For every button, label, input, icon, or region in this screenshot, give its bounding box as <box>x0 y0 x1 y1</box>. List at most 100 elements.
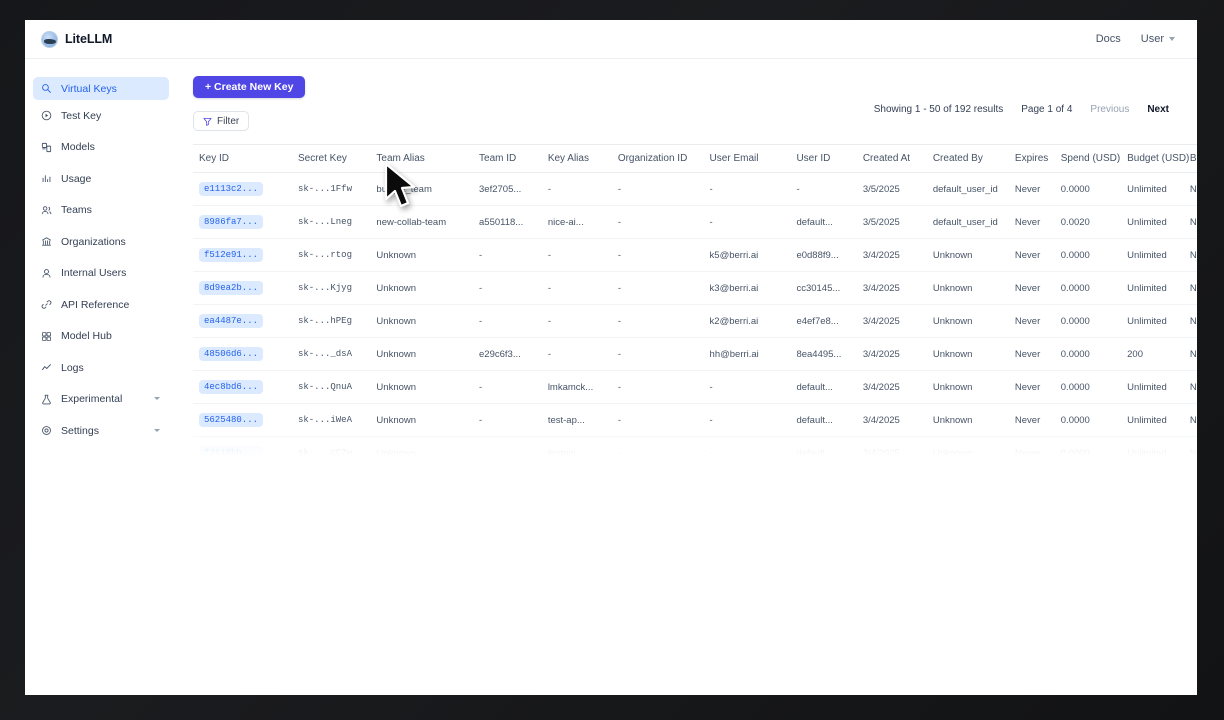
filter-button[interactable]: Filter <box>193 111 250 131</box>
column-header-secret-key[interactable]: Secret Key <box>291 145 371 173</box>
sidebar-item-experimental[interactable]: Experimental <box>33 388 169 411</box>
cell-user-email: - <box>703 436 791 456</box>
litellm-logo-icon <box>41 30 58 48</box>
layers-icon <box>41 142 52 153</box>
column-header-team-id[interactable]: Team ID <box>473 145 542 173</box>
docs-link[interactable]: Docs <box>1095 33 1121 45</box>
filter-label: Filter <box>217 115 240 127</box>
column-header-key-alias[interactable]: Key Alias <box>541 145 612 173</box>
key-id-badge[interactable]: f2118bb... <box>199 446 264 456</box>
table-row[interactable]: 8d9ea2b... sk-...Kjyg Unknown - - - k3@berri.a… <box>193 271 1197 305</box>
cell-created-by: default_user_id <box>926 205 1009 239</box>
table-row[interactable]: 4ec8bd6... sk-...QnuA Unknown - lmkamck... - -… <box>193 370 1197 404</box>
key-id-badge[interactable]: e1113c2... <box>199 182 264 196</box>
bank-icon <box>41 236 52 247</box>
sidebar-item-virtual-keys[interactable]: Virtual Keys <box>33 77 169 100</box>
cell-spend: 0.0000 <box>1054 238 1122 272</box>
column-header-budget-reset[interactable]: Budget Reset <box>1183 145 1197 173</box>
sidebar-item-teams[interactable]: Teams <box>33 199 169 222</box>
cell-team-alias: Unknown <box>370 370 474 404</box>
key-id-badge[interactable]: 48506d6... <box>199 347 264 361</box>
column-header-created-by[interactable]: Created By <box>926 145 1009 173</box>
column-header-spend[interactable]: Spend (USD) <box>1054 145 1122 173</box>
cell-user-id: 8ea4495... <box>790 337 857 371</box>
user-menu[interactable]: User <box>1141 33 1175 45</box>
cell-key-id: 8986fa7... <box>193 205 292 239</box>
cell-expires: Never <box>1008 238 1055 272</box>
cell-secret-key: sk-...Lneg <box>291 205 371 239</box>
brand[interactable]: LiteLLM <box>41 30 113 48</box>
sidebar-item-settings[interactable]: Settings <box>33 419 169 442</box>
cell-budget: Unlimited <box>1121 436 1184 456</box>
cell-created-by: Unknown <box>926 304 1009 338</box>
key-id-badge[interactable]: 8d9ea2b... <box>199 281 264 295</box>
column-header-created-at[interactable]: Created At <box>856 145 927 173</box>
cell-created-by: Unknown <box>926 370 1009 404</box>
sidebar-item-label: Organizations <box>61 235 126 248</box>
key-id-badge[interactable]: 4ec8bd6... <box>199 380 264 394</box>
column-header-expires[interactable]: Expires <box>1008 145 1055 173</box>
cell-team-alias: budget_team <box>370 172 474 206</box>
cell-user-email: - <box>703 370 791 404</box>
cell-key-id: 8d9ea2b... <box>193 271 292 305</box>
cell-org-id: - <box>611 370 704 404</box>
keys-table-container[interactable]: Key ID Secret Key Team Alias Team ID Key Ali… <box>193 144 1197 456</box>
sidebar-item-internal-users[interactable]: Internal Users <box>33 262 169 285</box>
cell-user-email: k3@berri.ai <box>703 271 791 305</box>
sidebar-item-logs[interactable]: Logs <box>33 356 169 379</box>
chevron-down-icon <box>154 397 160 400</box>
cell-key-alias: - <box>541 172 612 206</box>
cell-key-id: 4ec8bd6... <box>193 370 292 404</box>
table-row[interactable]: ea4487e... sk-...hPEg Unknown - - - k2@berri.a… <box>193 304 1197 338</box>
table-row[interactable]: 8986fa7... sk-...Lneg new-collab-team a5501… <box>193 205 1197 239</box>
cell-secret-key: sk-...QnuA <box>291 370 371 404</box>
sidebar-item-usage[interactable]: Usage <box>33 167 169 190</box>
cell-budget-reset: Never <box>1183 172 1197 206</box>
sidebar-item-models[interactable]: Models <box>33 136 169 159</box>
cell-key-id: f2118bb... <box>193 436 292 456</box>
next-page-button[interactable]: Next <box>1147 104 1169 115</box>
table-row[interactable]: f2118bb... sk-...cC7w Unknown - testnjn... - -… <box>193 436 1197 456</box>
cell-expires: Never <box>1008 205 1055 239</box>
cell-secret-key: sk-...1Ffw <box>291 172 371 206</box>
funnel-icon <box>203 117 212 126</box>
sidebar-item-model-hub[interactable]: Model Hub <box>33 325 169 348</box>
cell-budget-reset: Never <box>1183 403 1197 437</box>
table-body: e1113c2... sk-...1Ffw budget_team 3ef2705..… <box>193 172 1197 456</box>
cell-team-id: - <box>473 238 542 272</box>
table-row[interactable]: e1113c2... sk-...1Ffw budget_team 3ef2705..… <box>193 172 1197 206</box>
column-header-team-alias[interactable]: Team Alias <box>370 145 474 173</box>
cell-budget: Unlimited <box>1121 205 1184 239</box>
key-id-badge[interactable]: 5625480... <box>199 413 264 427</box>
column-header-org-id[interactable]: Organization ID <box>611 145 704 173</box>
cell-created-at: 3/5/2025 <box>856 205 927 239</box>
column-header-user-id[interactable]: User ID <box>790 145 857 173</box>
cell-user-id: cc30145... <box>790 271 857 305</box>
create-new-key-button[interactable]: + Create New Key <box>193 76 306 98</box>
cell-secret-key: sk-...rtog <box>291 238 371 272</box>
brand-name: LiteLLM <box>65 32 113 46</box>
topbar-actions: Docs User <box>1096 33 1175 45</box>
table-row[interactable]: 5625480... sk-...iWeA Unknown - test-ap... - -… <box>193 403 1197 437</box>
sidebar-item-test-key[interactable]: Test Key <box>33 104 169 127</box>
table-row[interactable]: 48506d6... sk-..._dsA Unknown e29c6f3... - - h… <box>193 337 1197 371</box>
cell-secret-key: sk-...Kjyg <box>291 271 371 305</box>
key-id-badge[interactable]: f512e91... <box>199 248 264 262</box>
sidebar-item-api-reference[interactable]: API Reference <box>33 293 169 316</box>
cell-key-id: 48506d6... <box>193 337 292 371</box>
key-id-badge[interactable]: ea4487e... <box>199 314 264 328</box>
cell-created-by: Unknown <box>926 271 1009 305</box>
key-id-badge[interactable]: 8986fa7... <box>199 215 264 229</box>
column-header-user-email[interactable]: User Email <box>703 145 791 173</box>
previous-page-button[interactable]: Previous <box>1090 104 1130 115</box>
column-header-budget[interactable]: Budget (USD) <box>1121 145 1189 173</box>
sidebar-item-label: Internal Users <box>61 267 127 279</box>
cell-created-at: 3/4/2025 <box>856 403 927 437</box>
cell-user-id: e4ef7e8... <box>790 304 857 338</box>
keys-table: Key ID Secret Key Team Alias Team ID Key Ali… <box>193 145 1197 456</box>
table-row[interactable]: f512e91... sk-...rtog Unknown - - - k5@berri.a… <box>193 238 1197 272</box>
page-indicator: Page 1 of 4 <box>1021 104 1073 115</box>
sidebar-item-organizations[interactable]: Organizations <box>33 230 169 253</box>
column-header-key-id[interactable]: Key ID <box>193 145 292 173</box>
cell-budget: Unlimited <box>1121 403 1184 437</box>
